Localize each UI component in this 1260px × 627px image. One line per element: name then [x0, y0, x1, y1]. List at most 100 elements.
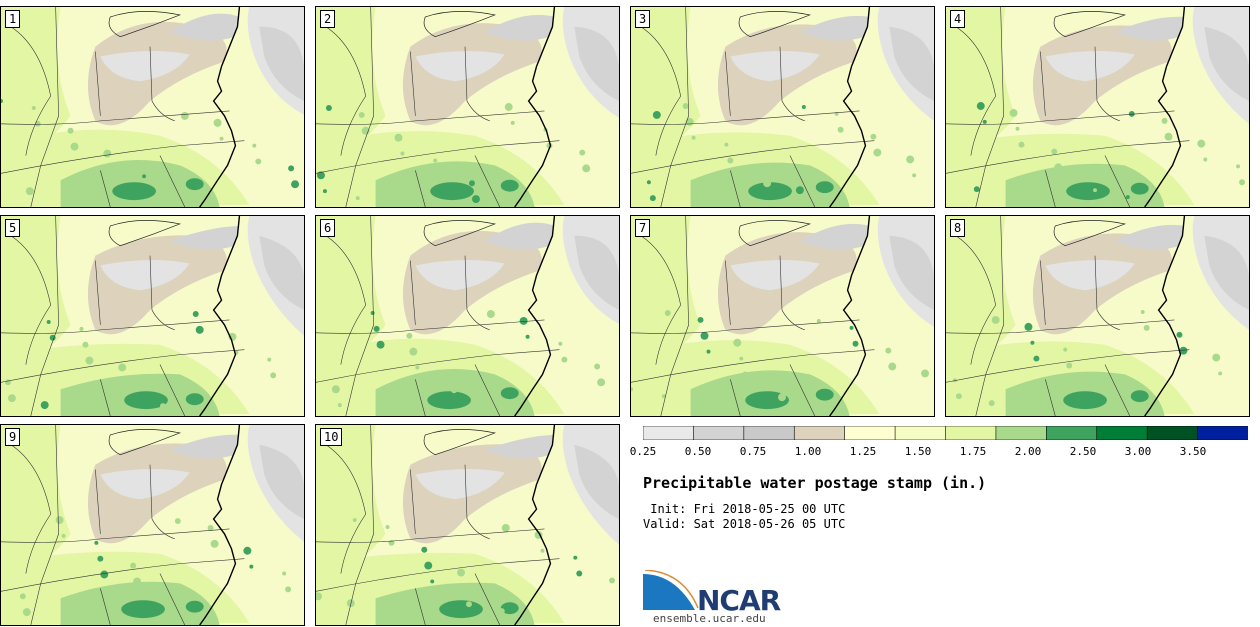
pw-region: [100, 260, 190, 291]
pw-region: [815, 181, 834, 194]
legend-tick: 0.75: [739, 445, 767, 458]
pw-cell: [192, 311, 199, 317]
pw-cell: [519, 316, 528, 325]
pw-cell: [94, 540, 99, 545]
pw-cell: [376, 340, 385, 349]
pw-region: [745, 391, 789, 410]
pw-region: [1066, 182, 1110, 201]
pw-cell: [988, 400, 995, 407]
pw-cell: [373, 325, 380, 332]
pw-cell: [955, 393, 962, 400]
lake-outline: [108, 11, 182, 38]
state-boundary: [100, 379, 111, 416]
state-boundary: [100, 170, 111, 207]
pw-cell: [252, 143, 257, 148]
legend-swatch: [643, 426, 695, 440]
state-boundary: [789, 364, 816, 416]
pw-cell: [1101, 384, 1110, 393]
pw-region: [259, 444, 304, 520]
state-boundary: [345, 7, 374, 207]
pw-cell: [501, 524, 510, 532]
pw-cell: [573, 555, 578, 560]
pw-cell: [1128, 110, 1135, 117]
pw-cell: [540, 548, 545, 553]
pw-cell: [61, 533, 66, 538]
pw-region: [121, 600, 165, 619]
pw-cell: [67, 127, 74, 134]
pw-cell: [973, 186, 980, 193]
legend-swatch: [1146, 426, 1199, 440]
state-boundary: [1104, 364, 1131, 416]
member-label: 8: [950, 219, 966, 237]
member-label: 3: [635, 10, 651, 28]
pw-cell: [133, 577, 142, 586]
pw-cell: [609, 577, 616, 584]
pw-cell: [352, 518, 357, 523]
pw-cell: [873, 148, 882, 157]
legend-swatch: [1197, 426, 1248, 440]
pw-cell: [1033, 355, 1040, 362]
pw-region: [316, 7, 386, 156]
legend-tick: 2.50: [1069, 445, 1097, 458]
pw-region: [631, 216, 701, 365]
pw-cell: [25, 187, 34, 196]
state-boundary: [730, 379, 741, 416]
state-boundary: [789, 155, 816, 207]
pw-cell: [582, 164, 591, 173]
pw-cell: [778, 393, 786, 402]
pw-cell: [576, 570, 583, 577]
pw-cell: [1176, 331, 1183, 338]
pw-region: [1130, 182, 1149, 195]
state-boundary: [946, 319, 1175, 334]
pw-cell: [22, 608, 31, 617]
pw-cell: [207, 525, 214, 531]
state-boundary: [325, 26, 366, 156]
pw-cell: [558, 341, 563, 346]
pw-cell: [331, 385, 340, 394]
legend-tick: 0.25: [629, 445, 657, 458]
pw-cell: [270, 372, 277, 379]
state-boundary: [316, 319, 545, 334]
pw-region: [259, 26, 304, 102]
stamp-panel-1: 1: [0, 6, 305, 208]
state-boundary: [30, 216, 59, 416]
state-boundary: [316, 110, 545, 125]
pw-region: [631, 7, 701, 156]
state-boundary: [345, 216, 374, 416]
pw-cell: [409, 347, 418, 356]
pw-cell: [316, 592, 322, 601]
pw-cell: [1063, 347, 1068, 352]
state-boundary: [464, 46, 490, 122]
pw-region: [427, 391, 471, 410]
pw-cell: [337, 403, 342, 408]
pw-region: [1, 425, 71, 574]
pw-cell: [652, 110, 661, 119]
state-boundary: [946, 140, 1190, 174]
pw-region: [415, 260, 505, 291]
stamp-panel-6: 6: [315, 215, 620, 417]
legend-swatch: [844, 426, 896, 440]
pw-cell: [1197, 139, 1206, 148]
member-map-2: [316, 7, 619, 207]
pw-region: [500, 602, 519, 615]
legend-tick: 0.50: [684, 445, 712, 458]
pw-cell: [837, 126, 844, 133]
state-boundary: [631, 110, 860, 125]
state-boundary: [955, 235, 996, 365]
pw-cell: [85, 356, 94, 365]
pw-cell: [1218, 371, 1223, 376]
state-boundary: [100, 588, 111, 625]
stamp-panel-8: 8: [945, 215, 1250, 417]
pw-cell: [457, 568, 466, 577]
pw-cell: [55, 516, 64, 525]
legend-swatch: [743, 426, 796, 440]
state-boundary: [725, 260, 731, 325]
state-boundary: [316, 349, 560, 383]
pw-cell: [291, 180, 300, 189]
legend-swatch: [1046, 426, 1098, 440]
state-boundary: [725, 51, 731, 116]
legend-swatch: [995, 426, 1048, 440]
member-label: 2: [320, 10, 336, 28]
state-boundary: [474, 364, 501, 416]
pw-cell: [706, 349, 711, 354]
